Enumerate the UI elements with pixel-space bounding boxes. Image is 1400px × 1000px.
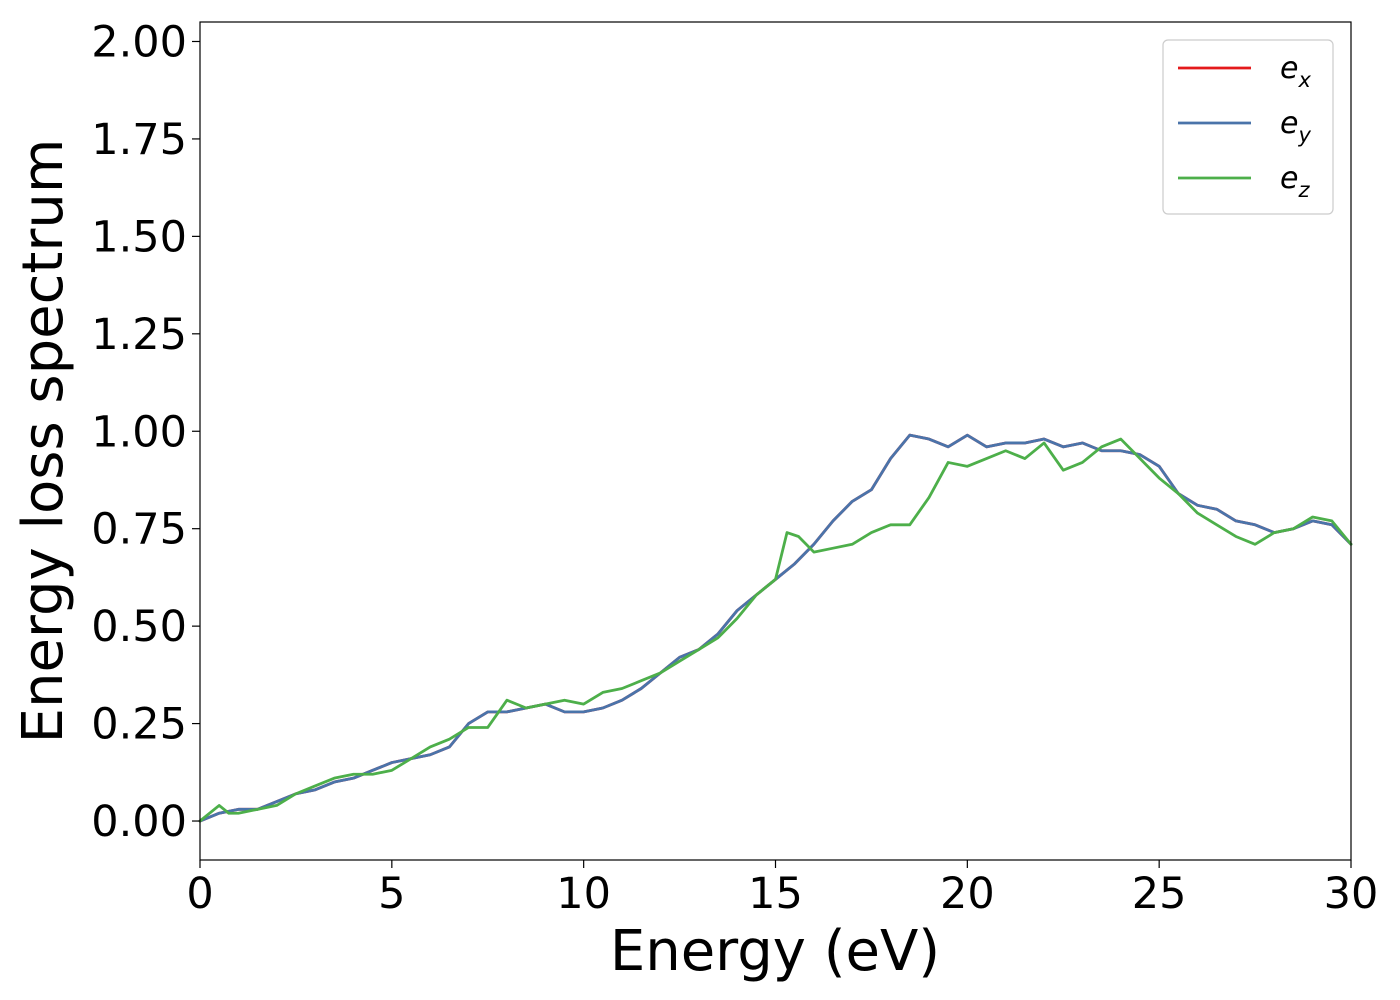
x-tick-label: 25: [1132, 869, 1187, 919]
y-tick-label: 1.50: [91, 212, 187, 262]
x-axis-ticks: 0 5 10 15 20 25 30: [186, 860, 1378, 919]
series-line-ez: [198, 437, 1353, 823]
x-tick-label: 15: [748, 869, 803, 919]
legend-label-ey: ey: [1280, 106, 1311, 147]
y-tick-label: 2.00: [91, 17, 187, 67]
x-tick-label: 0: [186, 869, 213, 919]
y-tick-label: 0.50: [91, 602, 187, 652]
x-tick-label: 20: [940, 869, 995, 919]
y-tick-label: 0.75: [91, 505, 187, 555]
y-axis-ticks: 0.00 0.25 0.50 0.75 1.00 1.25 1.50 1.75 2.00: [91, 17, 200, 847]
y-tick-label: 1.75: [91, 115, 187, 165]
y-tick-label: 1.25: [91, 310, 187, 360]
x-tick-label: 30: [1324, 869, 1379, 919]
plot-area-background: [200, 22, 1351, 860]
x-tick-label: 5: [378, 869, 405, 919]
y-tick-label: 1.00: [91, 407, 187, 457]
y-tick-label: 0.25: [91, 700, 187, 750]
x-axis-title: Energy (eV): [610, 919, 940, 984]
y-axis-title: Energy loss spectrum: [11, 139, 76, 744]
series-layer: [198, 433, 1353, 823]
legend-box: [1162, 39, 1334, 215]
x-tick-label: 10: [556, 869, 611, 919]
y-tick-label: 0.00: [91, 797, 187, 847]
